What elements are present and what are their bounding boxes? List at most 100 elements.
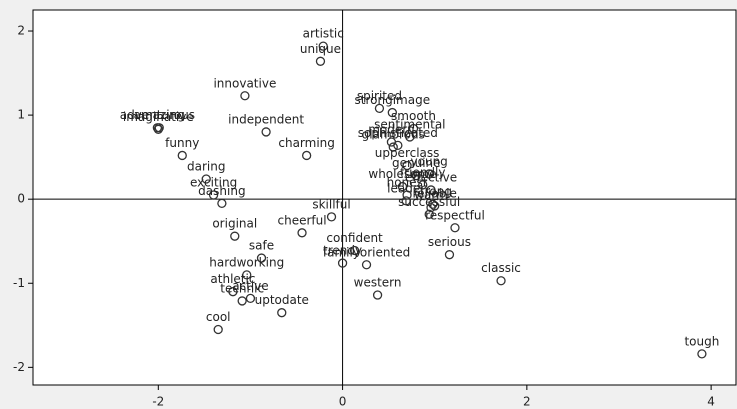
point [315, 56, 326, 66]
point-label: uptodate [255, 293, 309, 307]
point-label: confident [326, 231, 383, 245]
point-label: amazing [134, 108, 185, 122]
point-label: warm [414, 188, 448, 202]
point-label: strongimage [355, 93, 431, 107]
point [372, 290, 383, 300]
point-label: classic [481, 261, 521, 275]
point-label: friendly [400, 165, 446, 179]
point-label: safe [249, 239, 274, 253]
point-label: serious [428, 235, 471, 249]
point-label: sophisticated [358, 126, 438, 140]
point [213, 324, 223, 335]
point [237, 296, 247, 306]
point-label: successful [398, 195, 460, 209]
point-label: skillful [312, 197, 350, 211]
point-label: active [232, 279, 268, 293]
point [450, 223, 460, 233]
point-label: familyoriented [323, 245, 410, 259]
point-label: independent [228, 112, 304, 126]
point-label: artistic [303, 27, 344, 41]
point-label: western [354, 276, 402, 290]
point [177, 150, 187, 161]
point [408, 123, 419, 134]
point-label: reliable [413, 186, 457, 200]
point [401, 196, 411, 206]
point [256, 253, 267, 263]
point [444, 250, 455, 260]
point [240, 91, 250, 101]
point-label: respectful [425, 208, 485, 222]
point-label: cheerful [277, 213, 326, 227]
point-label: original [212, 217, 257, 231]
y-tick-label: -1 [13, 276, 25, 290]
point [426, 185, 436, 195]
point [153, 124, 163, 135]
point-label: effective [405, 170, 457, 184]
point-label: hardworking [209, 255, 284, 269]
x-tick-label: 2 [523, 395, 531, 409]
point-label: modern [368, 123, 414, 137]
point-label: strong [414, 185, 452, 199]
point [418, 180, 428, 190]
point [201, 174, 211, 184]
point [393, 140, 403, 151]
point-label: wholesome [368, 167, 436, 181]
point-label: sentimental [374, 117, 445, 131]
point [242, 270, 252, 280]
point-label: smooth [391, 109, 436, 123]
y-tick-label: -2 [13, 360, 25, 374]
point-label: genuine [392, 156, 441, 170]
point-label: cool [206, 310, 231, 324]
point [361, 260, 372, 270]
x-tick-label: 0 [339, 395, 347, 409]
plot-area [32, 9, 737, 386]
point [217, 198, 227, 209]
point [424, 169, 434, 179]
point [349, 245, 360, 256]
point-label: leader [387, 181, 425, 195]
point-label: exciting [190, 175, 237, 189]
point [297, 228, 307, 238]
point-label: innovative [213, 76, 276, 90]
point [388, 142, 398, 152]
point-label: young [411, 154, 448, 168]
point [245, 293, 256, 304]
point [402, 190, 412, 200]
x-tick-label: -2 [152, 395, 164, 409]
y-tick-label: 2 [17, 24, 25, 38]
point [411, 170, 421, 181]
point [426, 202, 436, 213]
point [402, 160, 412, 171]
point [228, 287, 238, 297]
point-label: funny [165, 136, 199, 150]
y-tick-label: 1 [17, 108, 25, 122]
point [301, 150, 312, 161]
point-label: honest [387, 175, 428, 189]
point [337, 258, 348, 268]
point-label: technic [220, 281, 264, 295]
point-label: unique [300, 42, 341, 56]
y-tick-label: 0 [17, 192, 25, 206]
point-label: spirited [357, 89, 402, 103]
point [261, 127, 271, 137]
point-label: adventurous [120, 108, 195, 122]
point [326, 212, 337, 222]
point-label: charming [278, 136, 335, 150]
point [697, 349, 707, 359]
point-label: imaginative [123, 110, 194, 124]
point [318, 41, 328, 51]
point [387, 107, 397, 118]
point [374, 103, 385, 114]
point [230, 231, 240, 241]
point-label: glamorous [362, 128, 425, 142]
point-label: tough [684, 334, 719, 348]
point [277, 308, 287, 318]
point [208, 190, 219, 200]
point-label: athletic [210, 272, 255, 286]
point-label: dashing [198, 184, 245, 198]
point [496, 276, 506, 286]
x-tick-label: 4 [707, 395, 715, 409]
point [405, 132, 415, 142]
point [424, 209, 434, 219]
